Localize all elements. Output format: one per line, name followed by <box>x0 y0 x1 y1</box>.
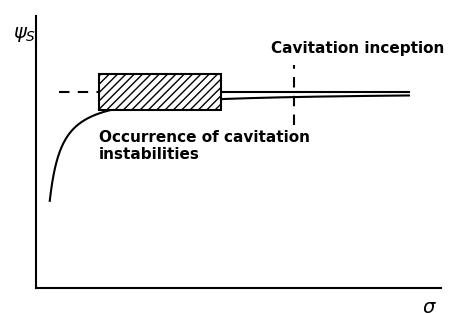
Text: $\psi_S$: $\psi_S$ <box>13 25 36 44</box>
Text: Cavitation inception: Cavitation inception <box>271 41 445 56</box>
Text: Occurrence of cavitation
instabilities: Occurrence of cavitation instabilities <box>99 130 310 162</box>
Bar <box>99 74 221 110</box>
Text: $\sigma$: $\sigma$ <box>422 298 437 313</box>
